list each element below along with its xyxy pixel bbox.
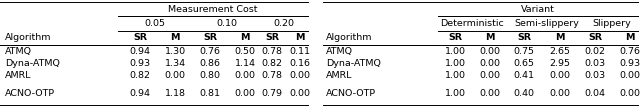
Text: 0.40: 0.40: [513, 88, 534, 97]
Text: SR: SR: [133, 33, 147, 42]
Text: 0.03: 0.03: [584, 59, 605, 68]
Text: 0.20: 0.20: [273, 19, 294, 28]
Text: M: M: [170, 33, 180, 42]
Text: SR: SR: [588, 33, 602, 42]
Text: 0.00: 0.00: [479, 59, 500, 68]
Text: 1.00: 1.00: [445, 59, 465, 68]
Text: ACNO-OTP: ACNO-OTP: [326, 88, 376, 97]
Text: 0.93: 0.93: [620, 59, 640, 68]
Text: M: M: [240, 33, 250, 42]
Text: ATMQ: ATMQ: [326, 47, 353, 56]
Text: SR: SR: [448, 33, 462, 42]
Text: 0.65: 0.65: [513, 59, 534, 68]
Text: 0.82: 0.82: [262, 59, 282, 68]
Text: 1.34: 1.34: [164, 59, 186, 68]
Text: 1.14: 1.14: [234, 59, 255, 68]
Text: 0.11: 0.11: [289, 47, 310, 56]
Text: 0.04: 0.04: [584, 88, 605, 97]
Text: 0.78: 0.78: [262, 71, 282, 80]
Text: 0.00: 0.00: [289, 71, 310, 80]
Text: 2.65: 2.65: [550, 47, 570, 56]
Text: Slippery: Slippery: [592, 19, 631, 28]
Text: 0.10: 0.10: [216, 19, 237, 28]
Text: 1.18: 1.18: [164, 88, 186, 97]
Text: Dyna-ATMQ: Dyna-ATMQ: [326, 59, 381, 68]
Text: 0.00: 0.00: [550, 71, 570, 80]
Text: 0.76: 0.76: [200, 47, 221, 56]
Text: Measurement Cost: Measurement Cost: [168, 4, 258, 13]
Text: 0.16: 0.16: [289, 59, 310, 68]
Text: 1.00: 1.00: [445, 47, 465, 56]
Text: 0.00: 0.00: [479, 88, 500, 97]
Text: 2.95: 2.95: [550, 59, 570, 68]
Text: 0.03: 0.03: [584, 71, 605, 80]
Text: AMRL: AMRL: [326, 71, 353, 80]
Text: Algorithm: Algorithm: [5, 33, 51, 42]
Text: 0.81: 0.81: [200, 88, 221, 97]
Text: Dyna-ATMQ: Dyna-ATMQ: [5, 59, 60, 68]
Text: AMRL: AMRL: [5, 71, 31, 80]
Text: 0.00: 0.00: [234, 88, 255, 97]
Text: 0.00: 0.00: [620, 71, 640, 80]
Text: 0.00: 0.00: [620, 88, 640, 97]
Text: M: M: [625, 33, 635, 42]
Text: SR: SR: [265, 33, 279, 42]
Text: 0.80: 0.80: [200, 71, 221, 80]
Text: 0.75: 0.75: [513, 47, 534, 56]
Text: Semi-slippery: Semi-slippery: [515, 19, 579, 28]
Text: M: M: [295, 33, 305, 42]
Text: 0.05: 0.05: [145, 19, 166, 28]
Text: 0.00: 0.00: [234, 71, 255, 80]
Text: Algorithm: Algorithm: [326, 33, 372, 42]
Text: ACNO-OTP: ACNO-OTP: [5, 88, 55, 97]
Text: 0.79: 0.79: [262, 88, 282, 97]
Text: 0.00: 0.00: [479, 71, 500, 80]
Text: 0.00: 0.00: [289, 88, 310, 97]
Text: 0.94: 0.94: [129, 47, 150, 56]
Text: 1.30: 1.30: [164, 47, 186, 56]
Text: 1.00: 1.00: [445, 88, 465, 97]
Text: M: M: [485, 33, 495, 42]
Text: 1.00: 1.00: [445, 71, 465, 80]
Text: 0.00: 0.00: [550, 88, 570, 97]
Text: SR: SR: [517, 33, 531, 42]
Text: SR: SR: [203, 33, 217, 42]
Text: 0.02: 0.02: [584, 47, 605, 56]
Text: 0.93: 0.93: [129, 59, 150, 68]
Text: Deterministic: Deterministic: [440, 19, 504, 28]
Text: 0.78: 0.78: [262, 47, 282, 56]
Text: 0.00: 0.00: [479, 47, 500, 56]
Text: M: M: [556, 33, 564, 42]
Text: 0.82: 0.82: [129, 71, 150, 80]
Text: 0.94: 0.94: [129, 88, 150, 97]
Text: 0.86: 0.86: [200, 59, 221, 68]
Text: 0.00: 0.00: [164, 71, 186, 80]
Text: 0.41: 0.41: [513, 71, 534, 80]
Text: ATMQ: ATMQ: [5, 47, 32, 56]
Text: Variant: Variant: [521, 4, 555, 13]
Text: 0.50: 0.50: [234, 47, 255, 56]
Text: 0.76: 0.76: [620, 47, 640, 56]
